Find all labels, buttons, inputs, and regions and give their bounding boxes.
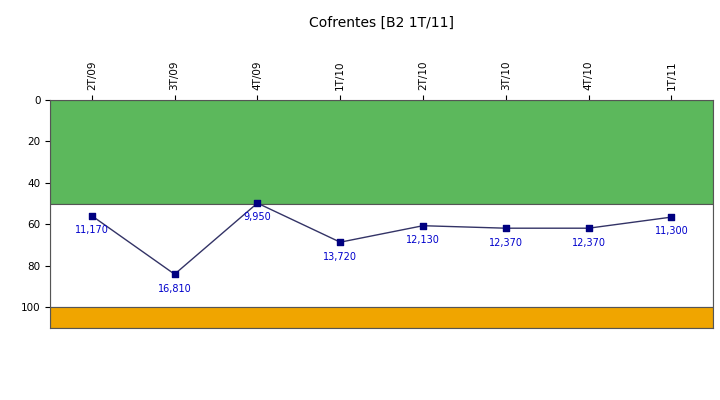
Text: 11,170: 11,170: [75, 225, 109, 235]
Text: 9,950: 9,950: [243, 212, 271, 222]
Point: [169, 271, 181, 278]
Point: [582, 225, 594, 231]
Point: [334, 239, 346, 245]
Point: [418, 222, 429, 229]
Point: [252, 200, 264, 206]
Text: 13,720: 13,720: [323, 252, 357, 262]
Point: [500, 225, 511, 231]
Text: 11,300: 11,300: [654, 226, 688, 236]
Bar: [50, 307, 713, 328]
Point: [86, 212, 98, 219]
Text: 16,810: 16,810: [158, 284, 192, 294]
Text: Cofrentes [B2 1T/11]: Cofrentes [B2 1T/11]: [309, 16, 454, 30]
Bar: [50, 204, 713, 307]
Bar: [50, 100, 713, 204]
Point: [666, 214, 678, 220]
Text: 12,130: 12,130: [406, 235, 440, 245]
Text: 12,370: 12,370: [489, 238, 523, 248]
Text: 12,370: 12,370: [572, 238, 606, 248]
